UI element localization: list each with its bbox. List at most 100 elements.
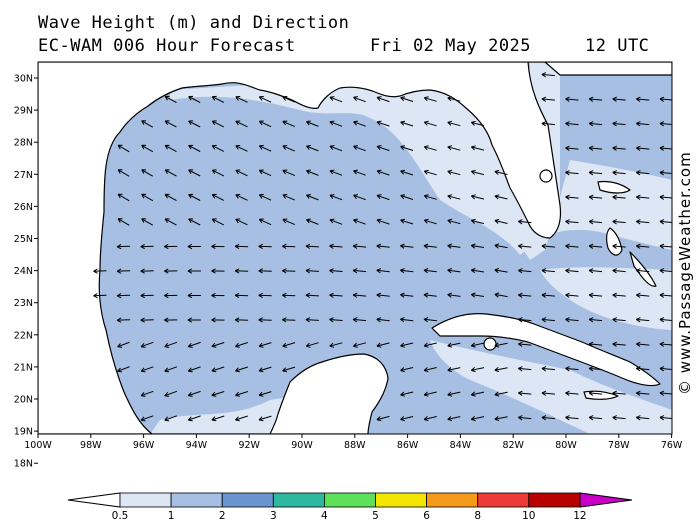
wave-arrow (211, 366, 225, 373)
lat-label: 23N (14, 298, 33, 309)
isle-of-youth-land (483, 337, 497, 351)
wave-arrow (447, 342, 461, 348)
wave-arrow (282, 169, 295, 177)
wave-arrow (636, 170, 650, 176)
wave-arrow (588, 243, 603, 249)
wave-arrow (258, 292, 272, 299)
wave-arrow (352, 268, 367, 274)
wave-arrow (117, 218, 130, 226)
wave-arrow (282, 366, 296, 373)
wave-arrow (447, 268, 461, 274)
wave-arrow (612, 341, 626, 347)
wave-arrow (518, 243, 532, 249)
wave-arrow (565, 268, 579, 274)
wave-arrow (518, 415, 532, 421)
wave-arrow (447, 194, 461, 200)
wave-arrow (612, 243, 626, 249)
wave-arrow (588, 170, 603, 176)
wave-arrow (588, 121, 603, 127)
wave-arrow (447, 292, 461, 298)
wave-arrow (423, 342, 437, 348)
wave-arrow (211, 415, 225, 422)
lake-okeechobee (539, 169, 553, 183)
wave-arrow (470, 120, 485, 127)
wave-arrow (116, 243, 131, 250)
wave-arrow (234, 292, 249, 299)
wave-arrow (588, 341, 603, 347)
wave-arrow (541, 415, 555, 421)
wave-arrow (376, 169, 390, 176)
wave-arrow (376, 243, 390, 249)
wave-arrow (636, 366, 650, 372)
wave-arrow (235, 391, 248, 397)
colorbar-segment (375, 492, 427, 508)
lat-label: 19N (14, 427, 33, 438)
wave-arrow (353, 96, 366, 103)
wave-arrow (140, 341, 154, 348)
wave-arrow (117, 366, 130, 373)
wave-arrow (235, 342, 248, 348)
lat-label: 21N (14, 362, 33, 373)
colorbar-label: 2 (219, 510, 226, 522)
grand-bahama-land (597, 180, 631, 194)
wave-arrow (117, 341, 130, 348)
wave-arrow (258, 243, 272, 250)
wave-arrow (305, 268, 319, 274)
wave-arrow (211, 144, 225, 152)
wave-arrow (636, 415, 650, 421)
wave-arrow (164, 317, 178, 323)
colorbar-label: 4 (321, 510, 328, 522)
wave-arrow (376, 194, 390, 201)
wave-arrow (423, 169, 437, 176)
wave-arrow (612, 390, 626, 396)
wave-arrow (659, 390, 672, 396)
wave-arrow (234, 317, 249, 323)
wave-arrow (376, 218, 390, 225)
wave-arrow (636, 121, 650, 127)
wave-arrow (518, 219, 532, 225)
wave-arrow (400, 391, 414, 397)
lat-label: 29N (14, 106, 33, 117)
wave-arrow (447, 218, 461, 225)
forecast-time: 12 UTC (585, 36, 650, 56)
wave-arrow (93, 268, 107, 274)
wave-arrow (636, 292, 650, 298)
wave-arrow (235, 120, 248, 128)
wave-arrow (565, 194, 579, 200)
lon-label: 94W (186, 440, 208, 451)
wave-arrow (188, 169, 201, 177)
wave-arrow (470, 416, 485, 422)
wave-arrow (282, 194, 295, 201)
wave-arrow (140, 390, 154, 397)
colorbar-segment (528, 492, 581, 508)
lon-label: 84W (450, 440, 472, 451)
lon-label: 76W (661, 440, 683, 451)
wave-arrow (565, 366, 579, 372)
wave-arrow (423, 391, 437, 397)
wave-arrow (258, 317, 272, 323)
wave-arrow (518, 366, 532, 372)
wave-arrow (636, 194, 650, 200)
wave-arrow (494, 292, 508, 298)
forecast-model-label: EC-WAM 006 Hour Forecast (38, 36, 296, 56)
wave-arrow (352, 243, 367, 249)
wave-arrow (565, 170, 579, 176)
lon-label: 92W (238, 440, 260, 451)
wave-arrow (470, 194, 485, 200)
lon-label: 96W (133, 440, 155, 451)
wave-arrow (470, 391, 485, 397)
wave-arrow (565, 96, 579, 102)
wave-arrow (612, 317, 626, 323)
wave-arrow (588, 145, 603, 151)
wave-arrow (164, 292, 178, 299)
lon-label: 82W (502, 440, 524, 451)
wave-arrow (423, 194, 437, 200)
wave-arrow (470, 292, 485, 298)
wave-arrow (187, 390, 201, 397)
wave-arrow (164, 193, 177, 202)
wave-arrow (541, 121, 555, 127)
wave-arrow (211, 342, 225, 348)
wave-arrow (636, 243, 650, 249)
lon-label: 78W (608, 440, 630, 451)
